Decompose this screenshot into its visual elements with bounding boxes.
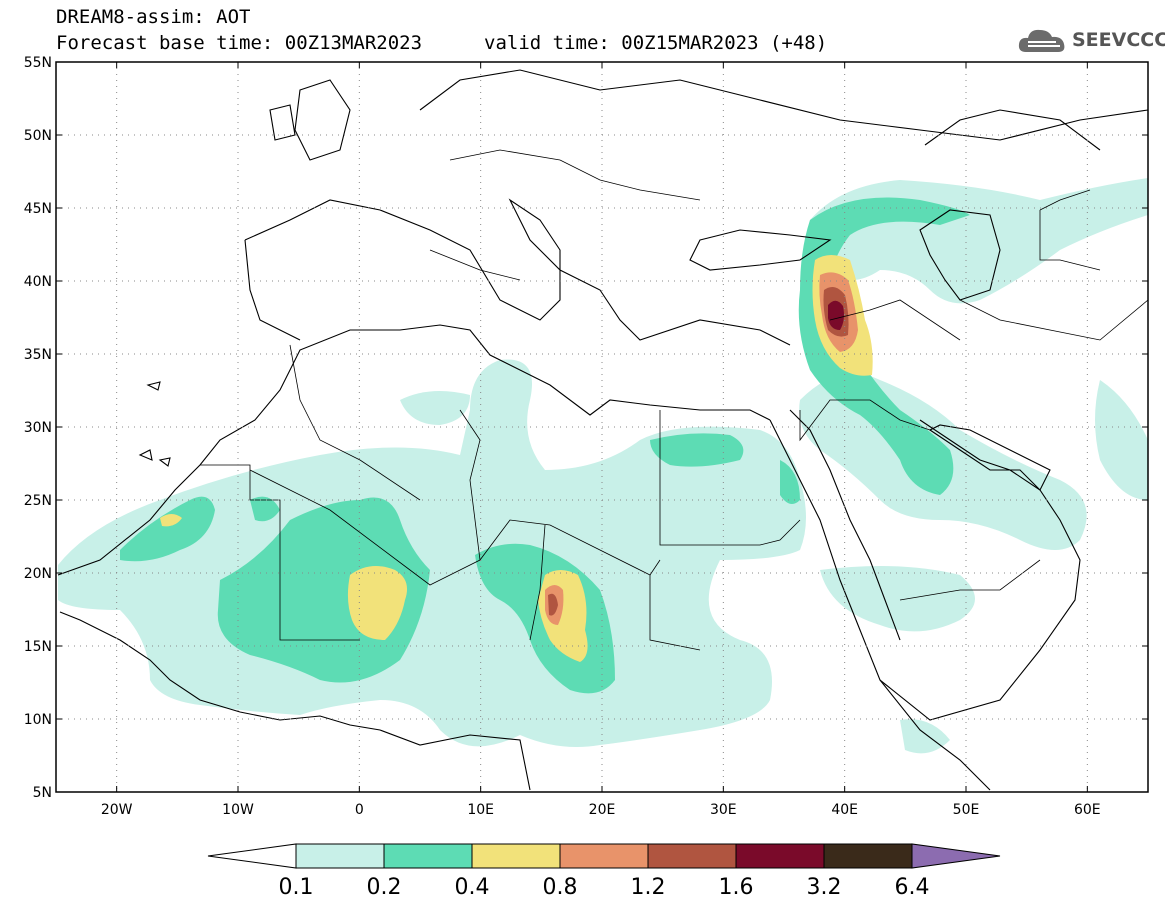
colorbar: 0.1 0.2 0.4 0.8 1.2 1.6 3.2 6.4 <box>207 843 1001 900</box>
lon-tick-label: 20E <box>589 802 616 818</box>
lat-tick-label: 45N <box>24 201 52 217</box>
colorbar-segment <box>471 843 561 869</box>
lat-tick-label: 30N <box>24 420 52 436</box>
colorbar-label: 6.4 <box>895 875 930 900</box>
lon-tick-label: 50E <box>953 802 980 818</box>
colorbar-segment <box>647 843 737 869</box>
lat-tick-label: 5N <box>33 785 52 801</box>
colorbar-segment <box>735 843 825 869</box>
latitude-ticks: 55N 50N 45N 40N 35N 30N 25N 20N 15N 10N 5N <box>24 55 1148 801</box>
lon-tick-label: 60E <box>1074 802 1101 818</box>
longitude-ticks: 20W 10W 0 10E 20E 30E 40E 50E 60E <box>101 62 1101 818</box>
colorbar-label: 0.1 <box>279 875 314 900</box>
colorbar-under-arrow <box>207 843 297 869</box>
lon-tick-label: 20W <box>101 802 133 818</box>
lon-tick-label: 40E <box>831 802 858 818</box>
cloud-icon <box>1018 29 1065 52</box>
colorbar-label: 1.6 <box>719 875 754 900</box>
lat-tick-label: 15N <box>24 639 52 655</box>
valid-time: valid time: 00Z15MAR2023 (+48) <box>484 32 828 54</box>
colorbar-over-arrow <box>911 843 1001 869</box>
graticule <box>56 62 1148 792</box>
lat-tick-label: 40N <box>24 274 52 290</box>
colorbar-segment <box>823 843 913 869</box>
seevccc-logo: SEEVCCC <box>1016 24 1165 58</box>
colorbar-label: 0.8 <box>543 875 578 900</box>
coastlines <box>57 69 1148 791</box>
lat-tick-label: 55N <box>24 55 52 71</box>
forecast-base-time: Forecast base time: 00Z13MAR2023 <box>56 32 423 54</box>
map-title: DREAM8-assim: AOT <box>56 6 251 28</box>
colorbar-label: 1.2 <box>631 875 666 900</box>
lon-tick-label: 30E <box>710 802 737 818</box>
borders <box>200 149 1148 651</box>
lon-tick-label: 10W <box>222 802 254 818</box>
colorbar-label: 0.2 <box>367 875 402 900</box>
lon-tick-label: 0 <box>355 802 364 818</box>
colorbar-segment <box>383 843 473 869</box>
colorbar-segment <box>559 843 649 869</box>
aot-field <box>58 178 1148 754</box>
lat-tick-label: 50N <box>24 128 52 144</box>
lon-tick-label: 10E <box>467 802 494 818</box>
aot-level-1.6 <box>828 300 844 330</box>
lat-tick-label: 10N <box>24 712 52 728</box>
colorbar-label: 0.4 <box>455 875 490 900</box>
lat-tick-label: 35N <box>24 347 52 363</box>
logo-text: SEEVCCC <box>1072 29 1165 51</box>
colorbar-segment <box>295 843 385 869</box>
lat-tick-label: 20N <box>24 566 52 582</box>
colorbar-label: 3.2 <box>807 875 842 900</box>
lat-tick-label: 25N <box>24 493 52 509</box>
